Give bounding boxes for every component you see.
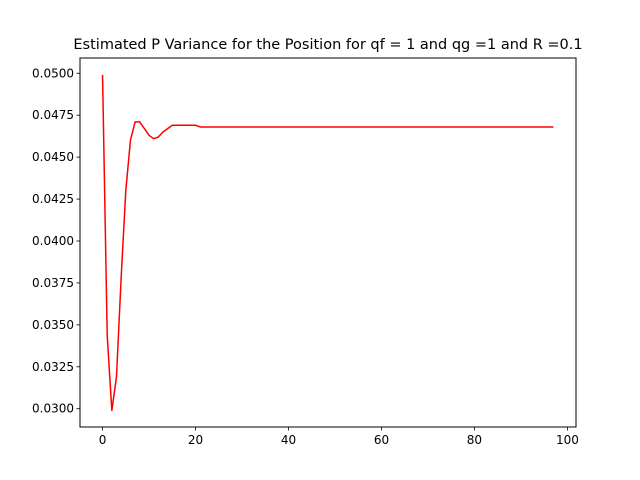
y-tick-label: 0.0450 — [32, 150, 74, 164]
x-tick-label: 20 — [188, 433, 203, 447]
series-layer — [101, 74, 554, 412]
y-tick-label: 0.0400 — [32, 234, 74, 248]
x-tick-label: 0 — [99, 433, 107, 447]
x-tick-label: 80 — [467, 433, 482, 447]
y-tick-label: 0.0300 — [32, 402, 74, 416]
plot-frame — [79, 57, 577, 428]
series-line — [101, 74, 554, 412]
y-tick-label: 0.0325 — [32, 360, 74, 374]
y-tick-label: 0.0475 — [32, 108, 74, 122]
chart-title: Estimated P Variance for the Position fo… — [73, 37, 582, 53]
y-tick-label: 0.0350 — [32, 318, 74, 332]
x-tick-label: 100 — [556, 433, 579, 447]
y-tick-label: 0.0425 — [32, 192, 74, 206]
y-tick-label: 0.0375 — [32, 276, 74, 290]
x-tick-label: 40 — [281, 433, 296, 447]
x-tick-label: 60 — [374, 433, 389, 447]
axes-layer: 0 20 40 60 80 100 0.0300 0.0325 0.0350 0.0375 0.04… — [32, 66, 579, 447]
y-tick-label: 0.0500 — [32, 66, 74, 80]
